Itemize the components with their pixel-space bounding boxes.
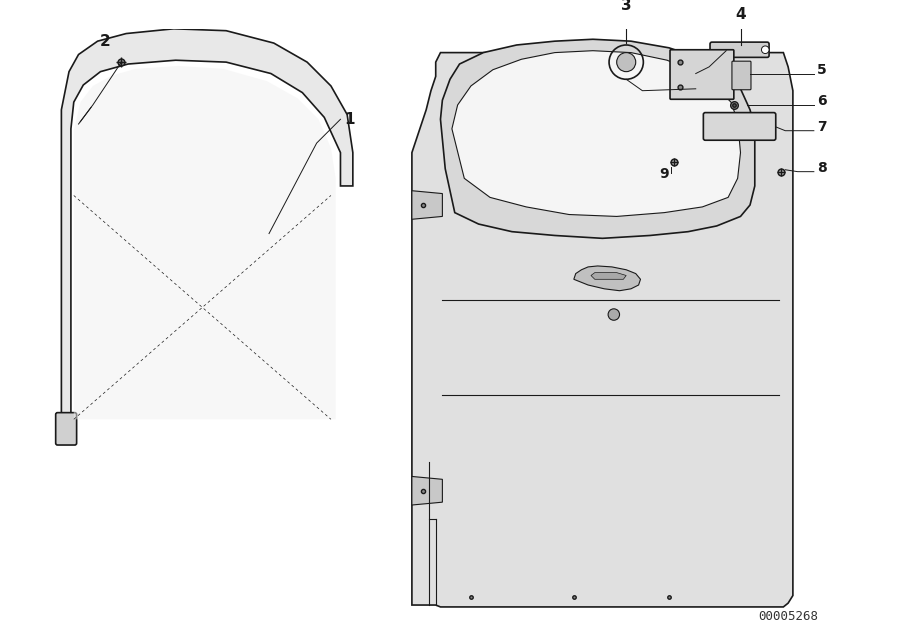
FancyBboxPatch shape <box>56 413 76 445</box>
Text: 8: 8 <box>816 161 826 175</box>
FancyBboxPatch shape <box>670 50 734 99</box>
FancyBboxPatch shape <box>704 112 776 140</box>
Polygon shape <box>440 39 755 238</box>
Text: 9: 9 <box>660 168 669 182</box>
Text: 1: 1 <box>345 112 356 127</box>
Text: 5: 5 <box>816 63 826 77</box>
Text: 00005268: 00005268 <box>758 610 818 623</box>
Text: 4: 4 <box>735 7 746 22</box>
PathPatch shape <box>61 29 353 434</box>
Text: 3: 3 <box>621 0 632 13</box>
Text: 2: 2 <box>100 34 111 49</box>
Polygon shape <box>412 190 443 219</box>
Circle shape <box>616 53 635 72</box>
Polygon shape <box>74 66 336 419</box>
Polygon shape <box>452 51 741 217</box>
Circle shape <box>761 46 770 53</box>
FancyBboxPatch shape <box>732 61 751 90</box>
Polygon shape <box>591 272 626 279</box>
Polygon shape <box>574 266 641 291</box>
Text: 6: 6 <box>816 94 826 108</box>
Polygon shape <box>412 53 793 607</box>
FancyBboxPatch shape <box>710 42 770 57</box>
Text: 7: 7 <box>816 120 826 134</box>
Circle shape <box>608 309 619 320</box>
Polygon shape <box>412 476 443 505</box>
